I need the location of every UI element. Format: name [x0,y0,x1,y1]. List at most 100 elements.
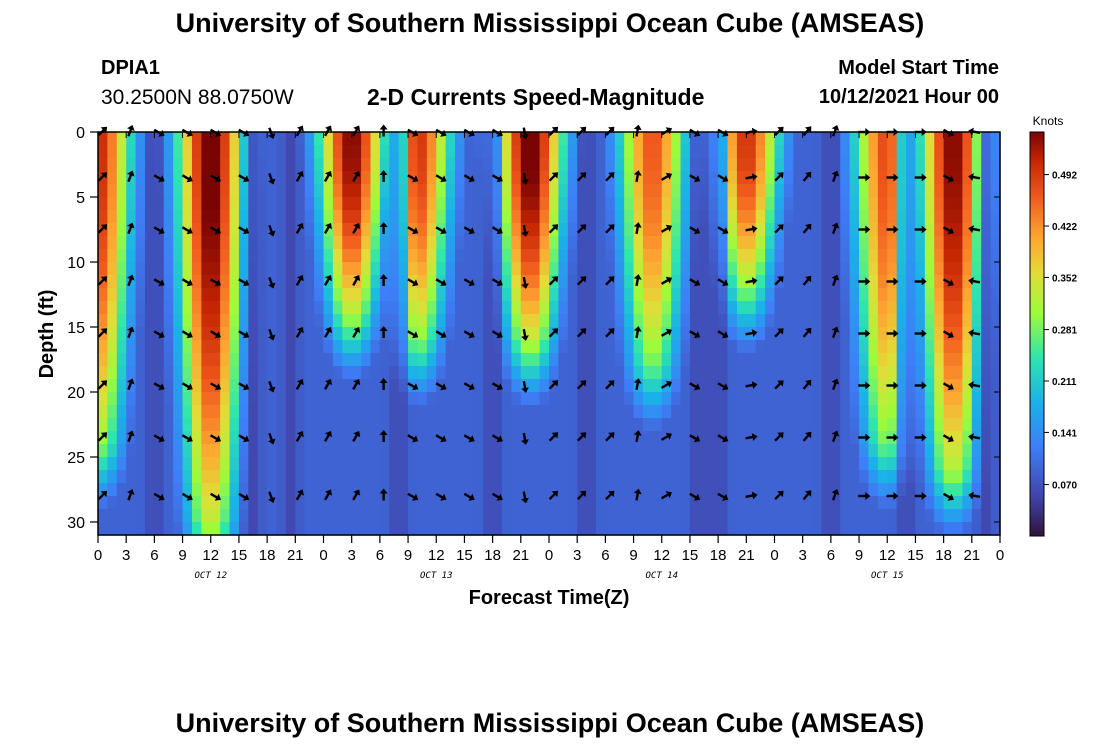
heatmap-cell [351,145,362,159]
heatmap-cell [163,366,174,380]
heatmap-cell [746,522,757,536]
current-arrow [463,174,475,183]
heatmap-cell [163,249,174,263]
current-arrow [379,430,388,442]
heatmap-cell [708,158,719,172]
heatmap-cell [990,262,1001,276]
heatmap-cell [314,444,325,458]
heatmap-cell [351,171,362,185]
current-arrow [942,434,954,443]
heatmap-cell [906,444,917,458]
heatmap-cell [934,483,945,497]
current-arrow [295,327,304,338]
heatmap-cell [473,444,484,458]
current-arrow [689,492,701,501]
heatmap-cell [135,340,146,354]
heatmap-cell [445,145,456,159]
current-arrow [323,327,332,338]
heatmap-cell [990,197,1001,211]
heatmap-cell [276,288,287,302]
heatmap-cell [859,262,870,276]
heatmap-cell [746,236,757,250]
heatmap-cell [953,483,964,497]
heatmap-cell [943,483,954,497]
heatmap-cell [577,236,588,250]
heatmap-cell [962,457,973,471]
heatmap-cell [849,236,860,250]
current-arrow [774,328,784,338]
heatmap-cell [680,522,691,536]
heatmap-cell [248,405,259,419]
heatmap-cell [361,184,372,198]
heatmap-cell [530,262,541,276]
heatmap-cell [990,444,1001,458]
heatmap-cell [971,470,982,484]
heatmap-cell [727,379,738,393]
current-arrow [153,278,165,287]
heatmap-cell [257,444,268,458]
heatmap-cell [605,366,616,380]
heatmap-cell [633,184,644,198]
heatmap-cell [680,301,691,315]
heatmap-cell [257,184,268,198]
heatmap-cell [314,132,325,146]
current-arrow [886,173,899,182]
heatmap-cell [840,171,851,185]
heatmap-cell [962,197,973,211]
heatmap-cell [981,197,992,211]
heatmap-cell [398,431,409,445]
heatmap-cell [379,288,390,302]
current-arrow [407,434,419,443]
heatmap-cell [953,301,964,315]
heatmap-cell [671,171,682,185]
heatmap-cell [652,301,663,315]
heatmap-cell [483,457,494,471]
heatmap-cell [680,184,691,198]
heatmap-cell [614,184,625,198]
heatmap-cell [492,392,503,406]
heatmap-cell [257,366,268,380]
heatmap-cell [783,314,794,328]
heatmap-cell [727,431,738,445]
heatmap-cell [314,496,325,510]
heatmap-cell [802,236,813,250]
heatmap-cell [473,522,484,536]
heatmap-cell [915,132,926,146]
heatmap-cell [473,327,484,341]
heatmap-cell [361,431,372,445]
heatmap-cell [605,405,616,419]
heatmap-cell [483,223,494,237]
heatmap-cell [163,145,174,159]
heatmap-cell [736,158,747,172]
current-arrow [633,430,642,443]
heatmap-cell [567,366,578,380]
current-arrow [153,330,165,339]
heatmap-cell [417,353,428,367]
heatmap-cell [539,509,550,523]
heatmap-cell [285,327,296,341]
heatmap-cell [229,210,240,224]
heatmap-cell [539,210,550,224]
heatmap-cell [586,431,597,445]
heatmap-cell [671,197,682,211]
heatmap-cell [520,210,531,224]
heatmap-cell [924,353,935,367]
heatmap-cell [652,418,663,432]
heatmap-cell [98,288,108,302]
current-arrow [210,382,221,391]
heatmap-cell [304,132,315,146]
heatmap-cell [934,223,945,237]
heatmap-cell [736,522,747,536]
heatmap-cell [116,353,127,367]
heatmap-cell [971,197,982,211]
current-arrow [210,492,221,501]
heatmap-cell [398,340,409,354]
heatmap-cell [182,288,193,302]
heatmap-cell [915,496,926,510]
heatmap-cell [661,210,672,224]
heatmap-cell [765,223,776,237]
heatmap-cell [163,210,174,224]
heatmap-cell [248,496,259,510]
heatmap-cell [163,327,174,341]
heatmap-cell [558,353,569,367]
